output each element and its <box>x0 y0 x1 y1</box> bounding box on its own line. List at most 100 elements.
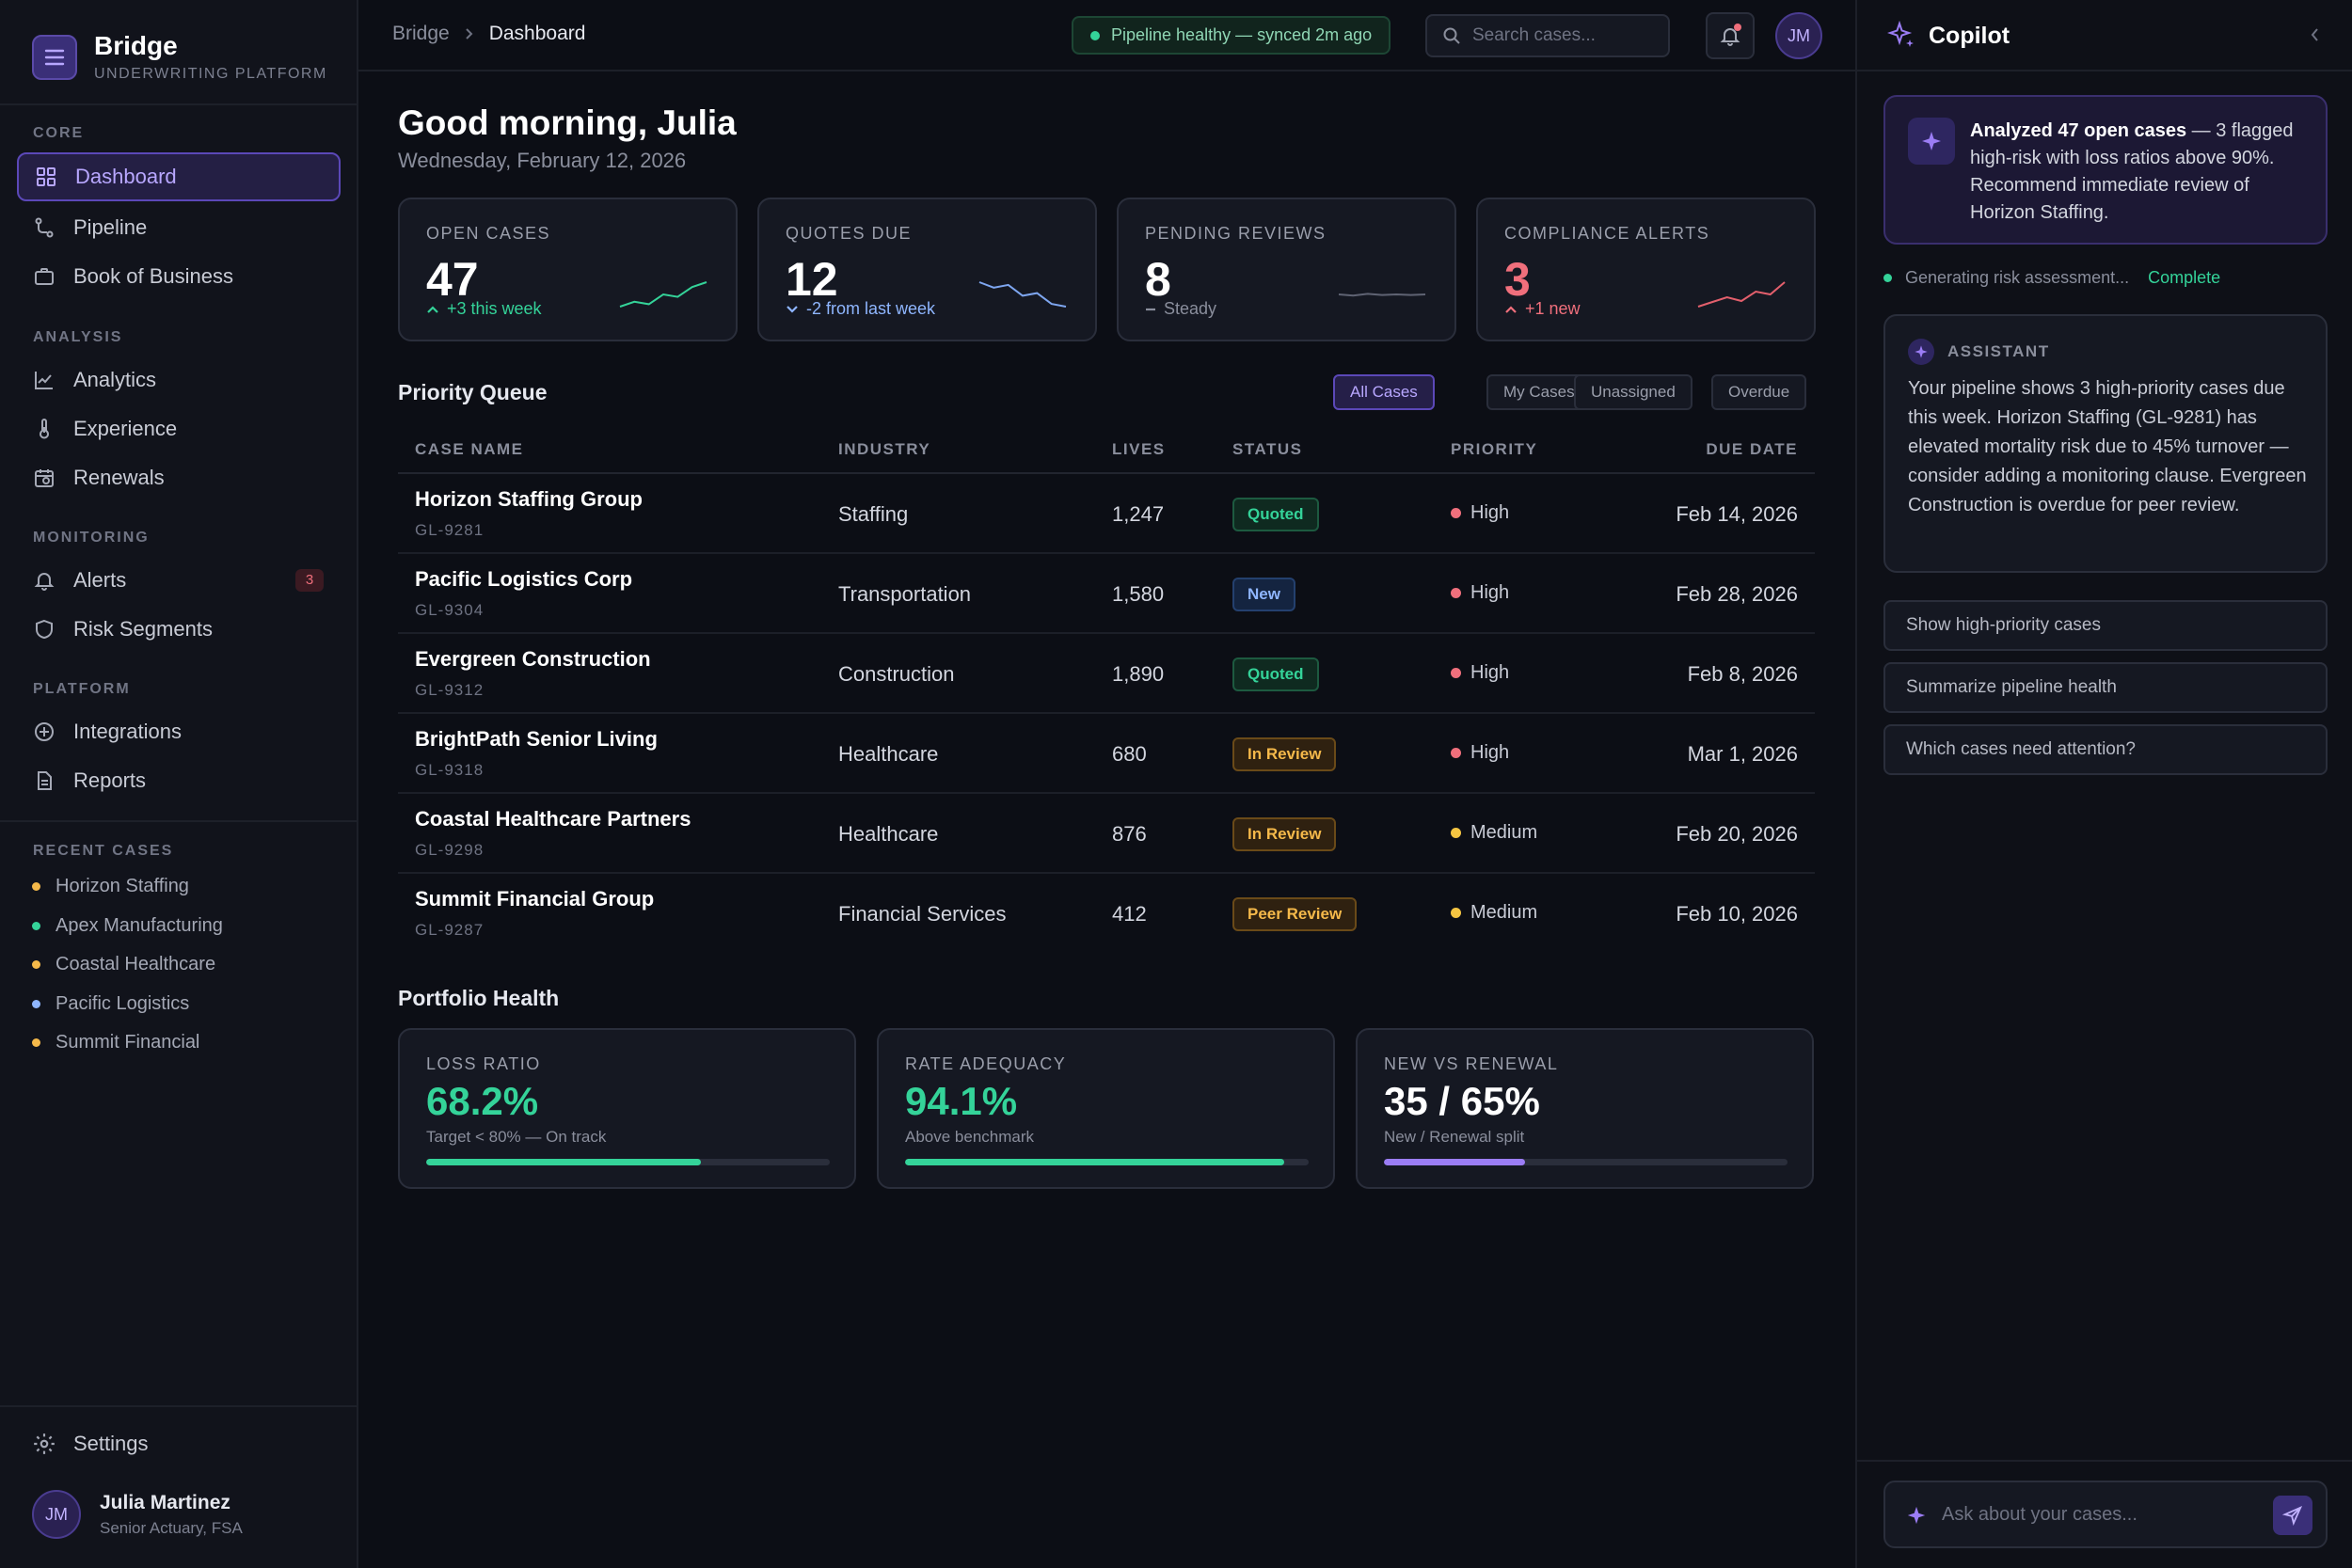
case-name[interactable]: Pacific Logistics Corp <box>415 567 633 591</box>
sidebar-item-dashboard[interactable]: Dashboard <box>17 152 341 201</box>
recent-case-item[interactable]: Pacific Logistics <box>32 993 189 1015</box>
sparkline <box>1697 281 1786 308</box>
breadcrumb-root[interactable]: Bridge <box>392 23 450 44</box>
divider <box>0 103 358 105</box>
priority-label: High <box>1470 742 1510 763</box>
stat-card[interactable]: QUOTES DUE 12 -2 from last week <box>757 198 1097 341</box>
table-row[interactable]: BrightPath Senior Living GL-9318 Healthcar… <box>398 714 1815 794</box>
stat-card[interactable]: PENDING REVIEWS 8 Steady <box>1117 198 1456 341</box>
brand: Bridge UNDERWRITING PLATFORM <box>32 32 327 83</box>
recent-case-item[interactable]: Coastal Healthcare <box>32 954 215 975</box>
sidebar-item-label: Alerts <box>73 568 127 592</box>
recent-case-item[interactable]: Apex Manufacturing <box>32 915 223 937</box>
sidebar-item-experience[interactable]: Experience <box>17 404 341 453</box>
stat-card[interactable]: OPEN CASES 47 +3 this week <box>398 198 738 341</box>
avatar[interactable]: JM <box>1775 12 1822 59</box>
table-row[interactable]: Horizon Staffing Group GL-9281 Staffing 1,2… <box>398 474 1815 554</box>
case-id: GL-9281 <box>415 521 485 539</box>
priority-label: Medium <box>1470 902 1538 923</box>
portfolio-value: 94.1% <box>905 1079 1018 1123</box>
briefcase-icon <box>32 264 56 289</box>
case-name[interactable]: Summit Financial Group <box>415 887 655 911</box>
sparkle-icon <box>1908 118 1955 165</box>
status-dot-icon <box>32 1038 40 1047</box>
notifications-button[interactable] <box>1706 12 1755 59</box>
stat-delta-text: -2 from last week <box>806 299 936 318</box>
filter-all-cases[interactable]: All Cases <box>1333 374 1435 410</box>
page-date: Wednesday, February 12, 2026 <box>398 149 687 172</box>
user-profile[interactable]: JM Julia Martinez Senior Actuary, FSA <box>32 1490 243 1539</box>
stat-delta: +3 this week <box>426 299 542 319</box>
portfolio-subtext: New / Renewal split <box>1384 1128 1525 1146</box>
priority-dot-icon <box>1451 668 1461 678</box>
portfolio-card[interactable]: RATE ADEQUACY 94.1% Above benchmark <box>877 1028 1335 1189</box>
copilot-input[interactable]: Ask about your cases... <box>1883 1481 2328 1548</box>
recent-case-item[interactable]: Horizon Staffing <box>32 876 189 897</box>
priority-dot-icon <box>1451 908 1461 918</box>
filter-my-cases[interactable]: My Cases <box>1486 374 1592 410</box>
status-badge: Quoted <box>1232 498 1319 531</box>
status-badge: Quoted <box>1232 657 1319 691</box>
table-row[interactable]: Coastal Healthcare Partners GL-9298 Health… <box>398 794 1815 874</box>
suggestion-chip[interactable]: Summarize pipeline health <box>1883 662 2328 713</box>
sidebar-item-integrations[interactable]: Integrations <box>17 707 341 756</box>
settings-link[interactable]: Settings <box>32 1432 149 1456</box>
column-header[interactable]: PRIORITY <box>1451 440 1538 458</box>
table-row[interactable]: Evergreen Construction GL-9312 Constructio… <box>398 634 1815 714</box>
sparkline-line <box>1338 293 1426 297</box>
summary-bold: Analyzed 47 open cases <box>1970 120 2187 141</box>
breadcrumb-current: Dashboard <box>488 23 586 44</box>
priority-label: High <box>1470 502 1510 523</box>
divider <box>0 1405 358 1407</box>
collapse-chevron-icon[interactable] <box>2309 26 2320 43</box>
column-header[interactable]: LIVES <box>1112 440 1166 458</box>
case-name[interactable]: Horizon Staffing Group <box>415 487 643 511</box>
portfolio-card[interactable]: LOSS RATIO 68.2% Target < 80% — On track <box>398 1028 856 1189</box>
send-button[interactable] <box>2273 1496 2312 1535</box>
sidebar-item-risk-segments[interactable]: Risk Segments <box>17 605 341 654</box>
table-row[interactable]: Pacific Logistics Corp GL-9304 Transportat… <box>398 554 1815 634</box>
gear-icon <box>32 1432 56 1456</box>
case-name[interactable]: BrightPath Senior Living <box>415 727 658 751</box>
sparkle-icon <box>1908 339 1934 365</box>
portfolio-subtext: Target < 80% — On track <box>426 1128 607 1146</box>
column-header[interactable]: DUE DATE <box>1706 440 1798 458</box>
recent-case-item[interactable]: Summit Financial <box>32 1032 199 1053</box>
case-name[interactable]: Coastal Healthcare Partners <box>415 807 691 831</box>
sidebar-item-pipeline[interactable]: Pipeline <box>17 203 341 252</box>
sidebar-item-renewals[interactable]: Renewals <box>17 453 341 502</box>
portfolio-card[interactable]: NEW VS RENEWAL 35 / 65% New / Renewal spli… <box>1356 1028 1814 1189</box>
stat-card[interactable]: COMPLIANCE ALERTS 3 +1 new <box>1476 198 1816 341</box>
suggestion-chip[interactable]: Which cases need attention? <box>1883 724 2328 775</box>
filter-overdue[interactable]: Overdue <box>1711 374 1807 410</box>
sidebar-item-book-of-business[interactable]: Book of Business <box>17 252 341 301</box>
arrow-up-icon <box>426 304 439 315</box>
table-body: Horizon Staffing Group GL-9281 Staffing 1,2… <box>398 474 1815 954</box>
search-input[interactable]: Search cases... <box>1425 14 1670 57</box>
sparkline <box>619 281 707 308</box>
status-badge: New <box>1232 578 1295 611</box>
case-name[interactable]: Evergreen Construction <box>415 647 651 671</box>
table-row[interactable]: Summit Financial Group GL-9287 Financial S… <box>398 874 1815 954</box>
sidebar-item-analytics[interactable]: Analytics <box>17 356 341 404</box>
column-header[interactable]: CASE NAME <box>415 440 524 458</box>
menu-icon[interactable] <box>32 35 77 80</box>
priority-label: High <box>1470 662 1510 683</box>
sidebar-item-reports[interactable]: Reports <box>17 756 341 805</box>
column-header[interactable]: INDUSTRY <box>838 440 931 458</box>
priority-indicator: High <box>1451 742 1509 764</box>
copilot-panel: Copilot Analyzed 47 open cases — 3 flagg… <box>1855 0 2352 1568</box>
column-header[interactable]: STATUS <box>1232 440 1303 458</box>
sparkline-line <box>619 281 707 308</box>
recent-case-label: Summit Financial <box>56 1032 200 1053</box>
case-due-date: Feb 10, 2026 <box>1676 902 1798 926</box>
arrow-up-icon <box>1504 304 1518 315</box>
stat-value: 47 <box>426 253 479 306</box>
suggestion-chip[interactable]: Show high-priority cases <box>1883 600 2328 651</box>
filter-unassigned[interactable]: Unassigned <box>1574 374 1692 410</box>
stat-label: COMPLIANCE ALERTS <box>1504 224 1710 243</box>
sidebar-item-alerts[interactable]: Alerts 3 <box>17 556 341 605</box>
dash-icon <box>1145 304 1156 315</box>
pipeline-icon <box>32 215 56 240</box>
priority-indicator: High <box>1451 502 1509 524</box>
